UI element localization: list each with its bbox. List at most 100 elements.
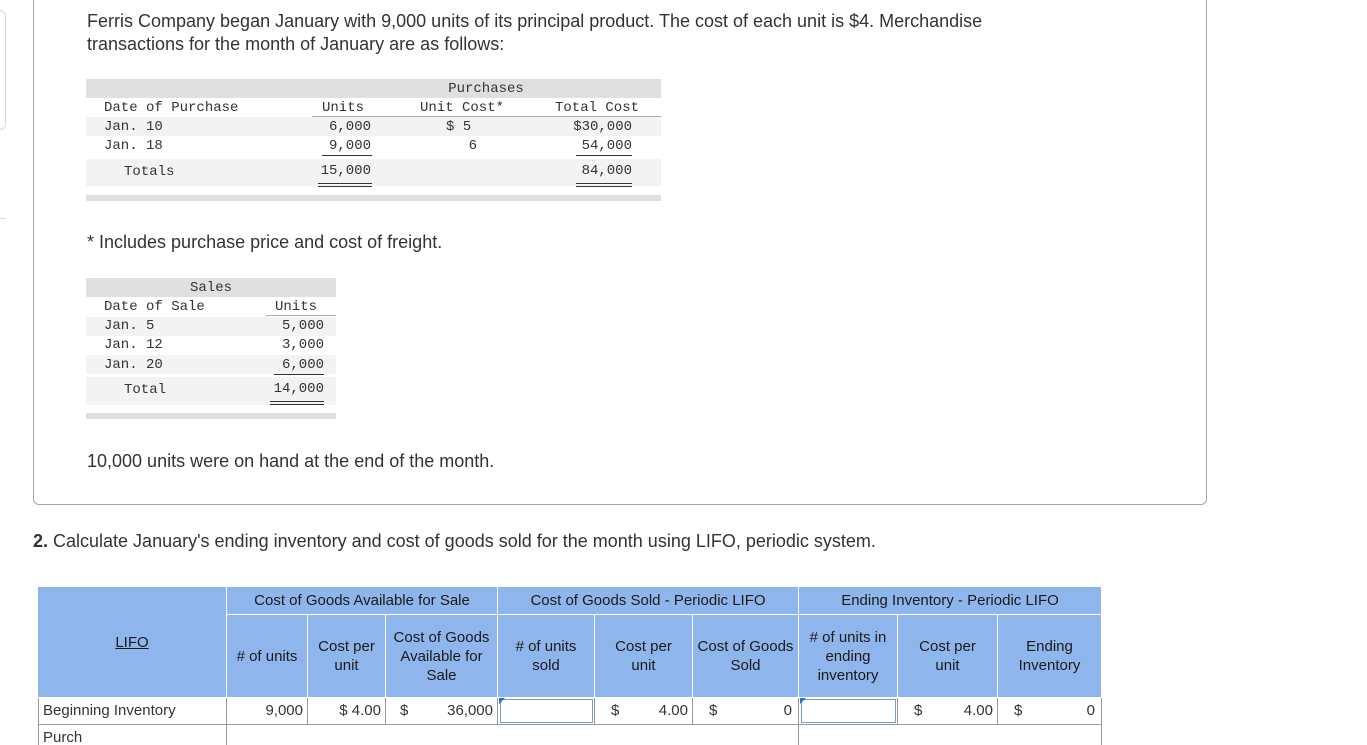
problem-intro: Ferris Company began January with 9,000 … xyxy=(87,10,1087,56)
col-units-ending: # of units in ending inventory xyxy=(799,615,898,698)
units-sold-input[interactable] xyxy=(500,699,593,723)
col-units: Units xyxy=(322,100,365,116)
col-ending-inventory-label: Ending Inventory xyxy=(1018,638,1081,674)
double-underline xyxy=(270,404,324,405)
group-available-label: Cost of Goods Available for Sale xyxy=(254,592,470,609)
side-divider xyxy=(0,218,6,219)
header-rule xyxy=(312,116,661,117)
next-row-label: Purch xyxy=(43,729,83,745)
col-units: Units xyxy=(275,299,318,315)
double-underline xyxy=(270,401,324,402)
footer-band xyxy=(86,413,336,419)
cost-underline xyxy=(576,155,632,156)
col-cogs-cost-per-unit: Cost per unit xyxy=(595,615,693,698)
double-underline xyxy=(318,183,372,184)
purchases-header-band xyxy=(86,79,661,98)
purchase-unit-cost: 6 xyxy=(468,138,477,154)
col-ending-cost-per-unit-label: Cost per unit xyxy=(919,638,976,674)
col-cogs: Cost of Goods Sold xyxy=(693,615,799,698)
question-2: 2. Calculate January's ending inventory … xyxy=(33,531,876,552)
dollar-sign: $ xyxy=(1014,702,1023,719)
sale-units: 3,000 xyxy=(281,337,324,353)
col-cost-per-unit-label: Cost per unit xyxy=(318,638,375,674)
row-band xyxy=(86,117,661,136)
next-row-cell xyxy=(799,725,1102,745)
units-underline xyxy=(274,374,324,375)
input-flag-icon xyxy=(499,698,505,704)
footer-band xyxy=(86,195,661,201)
beginning-units-cell: 9,000 xyxy=(227,698,308,725)
dollar-sign: $ xyxy=(611,702,620,719)
total-band xyxy=(86,377,336,405)
group-cogs-label: Cost of Goods Sold - Periodic LIFO xyxy=(530,592,766,609)
sale-date: Jan. 12 xyxy=(104,337,163,353)
group-ending-label: Ending Inventory - Periodic LIFO xyxy=(841,592,1059,609)
col-total-cost: Total Cost xyxy=(555,100,640,116)
units-ending-input[interactable] xyxy=(801,699,896,723)
totals-cost: 84,000 xyxy=(581,163,632,179)
beginning-available-cost: 36,000 xyxy=(447,702,493,719)
input-flag-icon xyxy=(800,698,806,704)
dollar-sign: $ xyxy=(914,702,923,719)
next-row-cell xyxy=(498,725,799,745)
purchases-table: Purchases Date of Purchase Units Unit Co… xyxy=(86,79,661,201)
sale-date: Jan. 20 xyxy=(104,357,163,373)
double-underline xyxy=(576,186,632,187)
sale-units: 6,000 xyxy=(281,357,324,373)
cogs-cost-per-unit: 4.00 xyxy=(658,702,688,719)
row-band xyxy=(86,136,661,155)
ending-inventory-cell: $ 0 xyxy=(998,698,1102,725)
beginning-cost-cell: $ 4.00 xyxy=(308,698,386,725)
ending-inventory-value: 0 xyxy=(1086,702,1095,719)
col-cost-per-unit: Cost per unit xyxy=(308,615,386,698)
purchase-units: 9,000 xyxy=(328,138,371,154)
col-units: # of units xyxy=(227,615,308,698)
row-band xyxy=(86,317,336,336)
purchase-date: Jan. 10 xyxy=(104,119,163,135)
ending-cost-cell: $ 4.00 xyxy=(898,698,998,725)
purchase-date: Jan. 18 xyxy=(104,138,163,154)
row-band xyxy=(86,355,336,374)
lifo-link[interactable]: LIFO xyxy=(115,633,149,651)
ending-cost-per-unit: 4.00 xyxy=(963,702,993,719)
sale-date: Jan. 5 xyxy=(104,318,155,334)
col-cogs-cost-per-unit-label: Cost per unit xyxy=(615,638,672,674)
question-text: Calculate January's ending inventory and… xyxy=(48,531,876,551)
total-label: Total xyxy=(124,382,167,398)
units-sold-cell xyxy=(498,698,595,725)
cogs-cell: $ 0 xyxy=(693,698,799,725)
purchase-units: 6,000 xyxy=(328,119,371,135)
purchases-group-header: Purchases xyxy=(448,81,524,97)
double-underline xyxy=(576,183,632,184)
cogs-value: 0 xyxy=(783,702,792,719)
col-ending-cost-per-unit: Cost per unit xyxy=(898,615,998,698)
beginning-units: 9,000 xyxy=(265,702,303,719)
col-units-sold-label: # of units sold xyxy=(515,638,577,674)
purchase-total-cost: 54,000 xyxy=(581,138,632,154)
col-units-sold: # of units sold xyxy=(498,615,595,698)
sales-header-band xyxy=(86,278,336,297)
problem-card xyxy=(33,0,1207,505)
question-number: 2. xyxy=(33,531,49,551)
group-ending: Ending Inventory - Periodic LIFO xyxy=(799,587,1102,615)
beginning-available-cell: $ 36,000 xyxy=(386,698,498,725)
row-label: Beginning Inventory xyxy=(43,702,176,719)
units-ending-cell xyxy=(799,698,898,725)
totals-label: Totals xyxy=(124,164,175,180)
intro-line-2: transactions for the month of January ar… xyxy=(87,34,505,54)
purchase-unit-cost: $ 5 xyxy=(446,119,472,135)
col-unit-cost: Unit Cost* xyxy=(420,100,505,116)
beginning-cost-per-unit: $ 4.00 xyxy=(339,702,381,719)
intro-line-1: Ferris Company began January with 9,000 … xyxy=(87,11,983,31)
cogs-cost-cell: $ 4.00 xyxy=(595,698,693,725)
ending-units-note: 10,000 units were on hand at the end of … xyxy=(87,451,495,471)
dollar-sign: $ xyxy=(709,702,718,719)
sales-table: Sales Date of Sale Units Jan. 5 5,000 Ja… xyxy=(86,278,336,419)
dollar-sign: $ xyxy=(400,702,409,719)
totals-band xyxy=(86,159,661,186)
side-panel-tab xyxy=(0,10,6,130)
group-cogs: Cost of Goods Sold - Periodic LIFO xyxy=(498,587,799,615)
col-units-label: # of units xyxy=(236,647,298,665)
purchase-total-cost: $30,000 xyxy=(573,119,632,135)
col-available-cost: Cost of Goods Available for Sale xyxy=(386,615,498,698)
